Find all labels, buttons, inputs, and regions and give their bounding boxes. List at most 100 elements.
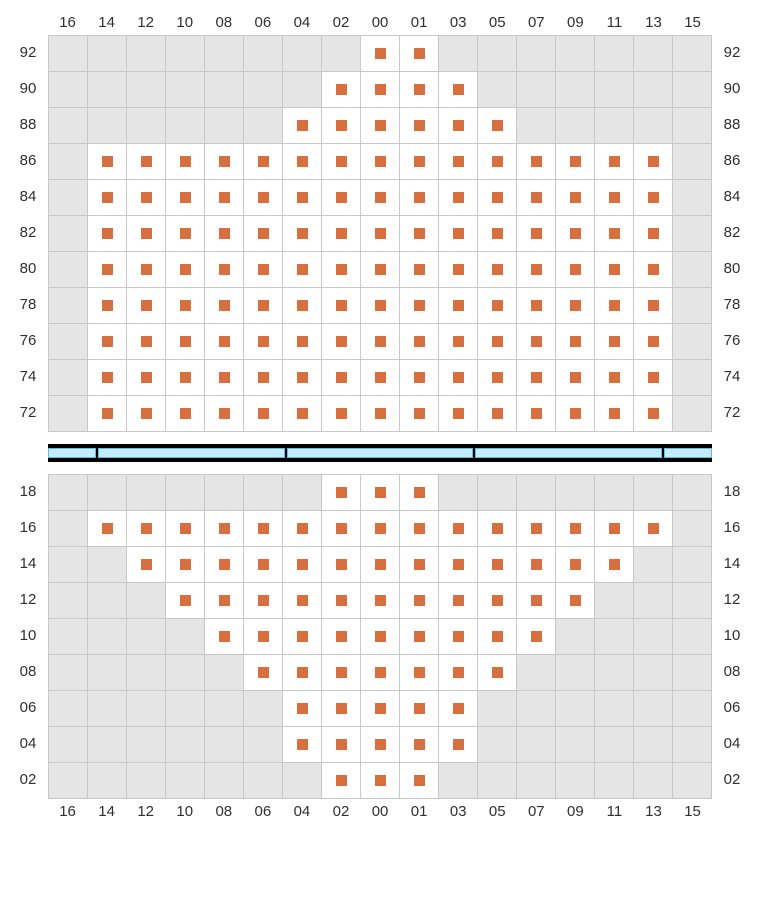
seat-cell[interactable] [166,511,205,547]
seat-cell[interactable] [400,511,439,547]
seat-cell[interactable] [439,727,478,763]
seat-cell[interactable] [595,511,634,547]
seat-cell[interactable] [400,324,439,360]
seat-cell[interactable] [127,288,166,324]
seat-cell[interactable] [244,547,283,583]
seat-cell[interactable] [517,511,556,547]
seat-cell[interactable] [478,360,517,396]
seat-cell[interactable] [361,583,400,619]
seat-cell[interactable] [205,396,244,432]
seat-cell[interactable] [400,144,439,180]
seat-cell[interactable] [88,396,127,432]
seat-cell[interactable] [439,252,478,288]
seat-cell[interactable] [400,252,439,288]
seat-cell[interactable] [322,108,361,144]
seat-cell[interactable] [361,180,400,216]
seat-cell[interactable] [166,324,205,360]
seat-cell[interactable] [595,216,634,252]
seat-cell[interactable] [556,511,595,547]
seat-cell[interactable] [244,583,283,619]
seat-cell[interactable] [361,619,400,655]
seat-cell[interactable] [205,288,244,324]
seat-cell[interactable] [205,252,244,288]
seat-cell[interactable] [322,360,361,396]
seat-cell[interactable] [88,252,127,288]
seat-cell[interactable] [634,252,673,288]
seat-cell[interactable] [205,144,244,180]
seat-cell[interactable] [205,324,244,360]
seat-cell[interactable] [244,180,283,216]
seat-cell[interactable] [127,180,166,216]
seat-cell[interactable] [517,619,556,655]
seat-cell[interactable] [439,216,478,252]
seat-cell[interactable] [166,547,205,583]
seat-cell[interactable] [556,547,595,583]
seat-cell[interactable] [322,288,361,324]
seat-cell[interactable] [166,216,205,252]
seat-cell[interactable] [400,36,439,72]
seat-cell[interactable] [283,547,322,583]
seat-cell[interactable] [322,763,361,799]
seat-cell[interactable] [361,288,400,324]
seat-cell[interactable] [400,108,439,144]
seat-cell[interactable] [517,180,556,216]
seat-cell[interactable] [205,216,244,252]
seat-cell[interactable] [595,288,634,324]
seat-cell[interactable] [478,324,517,360]
seat-cell[interactable] [205,180,244,216]
seat-cell[interactable] [283,252,322,288]
seat-cell[interactable] [478,252,517,288]
seat-cell[interactable] [127,511,166,547]
seat-cell[interactable] [244,144,283,180]
seat-cell[interactable] [439,583,478,619]
seat-cell[interactable] [439,324,478,360]
seat-cell[interactable] [322,324,361,360]
seat-cell[interactable] [400,763,439,799]
seat-cell[interactable] [283,691,322,727]
seat-cell[interactable] [361,475,400,511]
seat-cell[interactable] [400,583,439,619]
seat-cell[interactable] [556,288,595,324]
seat-cell[interactable] [400,288,439,324]
seat-cell[interactable] [88,144,127,180]
seat-cell[interactable] [322,583,361,619]
seat-cell[interactable] [634,216,673,252]
seat-cell[interactable] [322,691,361,727]
seat-cell[interactable] [439,691,478,727]
seat-cell[interactable] [322,619,361,655]
seat-cell[interactable] [439,72,478,108]
seat-cell[interactable] [127,360,166,396]
seat-cell[interactable] [478,511,517,547]
seat-cell[interactable] [595,324,634,360]
seat-cell[interactable] [400,180,439,216]
seat-cell[interactable] [361,727,400,763]
seat-cell[interactable] [517,547,556,583]
seat-cell[interactable] [361,763,400,799]
seat-cell[interactable] [361,396,400,432]
seat-cell[interactable] [88,216,127,252]
seat-cell[interactable] [166,360,205,396]
seat-cell[interactable] [283,180,322,216]
seat-cell[interactable] [166,396,205,432]
seat-cell[interactable] [478,547,517,583]
seat-cell[interactable] [439,655,478,691]
seat-cell[interactable] [478,180,517,216]
seat-cell[interactable] [205,360,244,396]
seat-cell[interactable] [361,691,400,727]
seat-cell[interactable] [400,396,439,432]
seat-cell[interactable] [478,108,517,144]
seat-cell[interactable] [166,180,205,216]
seat-cell[interactable] [478,583,517,619]
seat-cell[interactable] [361,72,400,108]
seat-cell[interactable] [361,324,400,360]
seat-cell[interactable] [322,252,361,288]
seat-cell[interactable] [361,108,400,144]
seat-cell[interactable] [127,396,166,432]
seat-cell[interactable] [556,144,595,180]
seat-cell[interactable] [322,727,361,763]
seat-cell[interactable] [361,216,400,252]
seat-cell[interactable] [283,727,322,763]
seat-cell[interactable] [283,511,322,547]
seat-cell[interactable] [283,108,322,144]
seat-cell[interactable] [517,324,556,360]
